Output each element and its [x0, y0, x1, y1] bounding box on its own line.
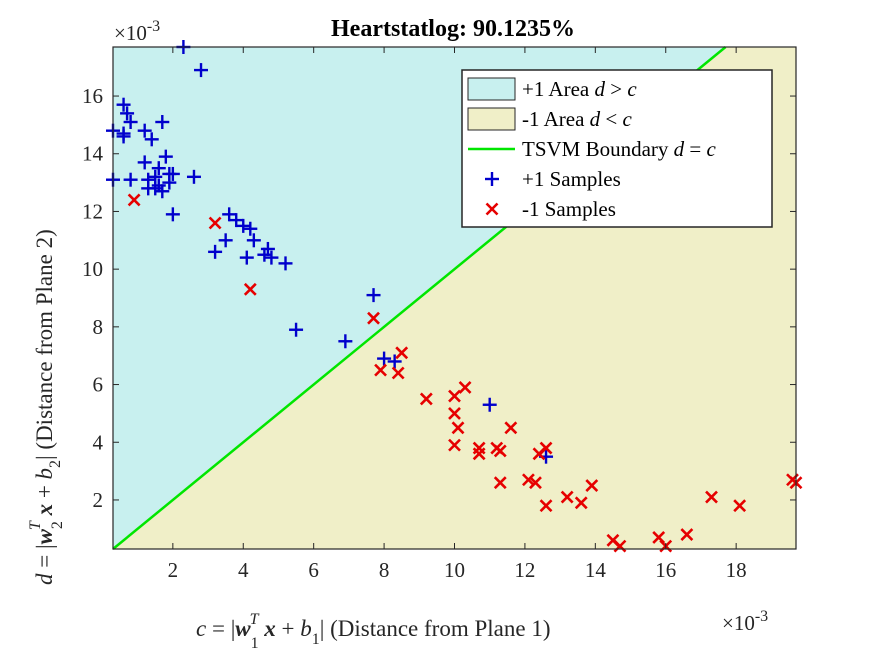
plus-sample-marker — [155, 184, 170, 199]
legend-label: -1 Samples — [522, 197, 616, 221]
minus-sample-marker — [208, 216, 222, 230]
y-axis-multiplier: ×10-3 — [114, 18, 160, 45]
minus-sample-marker — [560, 490, 574, 504]
minus-sample-marker — [493, 476, 507, 490]
plus-sample-marker — [482, 397, 497, 412]
plus-sample-marker — [239, 250, 254, 265]
minus-sample-marker — [448, 389, 461, 403]
plus-sample-marker — [260, 241, 275, 256]
legend-label: TSVM Boundary d = c — [522, 137, 717, 161]
x-tick-label: 14 — [585, 558, 607, 582]
x-tick-label: 12 — [514, 558, 535, 582]
x-tick-label: 16 — [655, 558, 676, 582]
plus-sample-marker — [222, 207, 237, 222]
x-tick-label: 8 — [379, 558, 390, 582]
minus-sample-marker — [472, 447, 486, 461]
minus-sample-marker — [127, 193, 141, 207]
y-tick-label: 16 — [82, 84, 103, 108]
x-axis-multiplier: ×10-3 — [722, 608, 768, 635]
minus-sample-marker — [522, 473, 535, 487]
plus-sample-marker — [116, 129, 131, 144]
minus-sample-marker — [395, 346, 409, 360]
minus-sample-marker — [680, 528, 694, 541]
plus-sample-marker — [236, 218, 251, 233]
x-axis-label: c = |w1T x + b1| (Distance from Plane 1) — [196, 611, 550, 652]
plus-sample-marker — [338, 334, 353, 349]
minus-sample-marker — [539, 499, 553, 513]
legend-cross-marker — [485, 202, 499, 216]
plus-sample-marker — [123, 172, 138, 187]
svg-text:c = |w1T x + b1| (Distance f: c = |w1T x + b1| (Distance from Plane 1) — [196, 611, 550, 652]
plus-sample-marker — [120, 106, 135, 121]
minus-sample-marker — [493, 444, 507, 458]
legend-label: +1 Area d > c — [522, 77, 637, 101]
plus-sample-marker — [377, 351, 392, 366]
y-tick-label: 8 — [93, 315, 104, 339]
plus-sample-marker — [151, 161, 166, 176]
plus-sample-marker — [387, 354, 402, 369]
plus-sample-marker — [165, 207, 180, 222]
axis-ticks: 2 4 6 8 10 12 14 16 18 2 4 6 8 10 12 14 16 — [82, 47, 796, 582]
y-tick-label: 2 — [93, 488, 104, 512]
plus-sample-marker — [123, 115, 138, 130]
y-axis-label: d = |w2T x + b2| (Distance from Plane 2) — [27, 229, 66, 585]
plus-sample-marker — [229, 213, 244, 228]
legend-swatch — [467, 77, 516, 101]
legend-plus-marker — [485, 172, 499, 186]
plus-sample-marker — [278, 256, 293, 271]
plus-sample-marker — [243, 221, 258, 236]
minus-sample-marker — [448, 406, 461, 420]
plus-sample-marker — [186, 169, 201, 184]
minus-sample-marker — [574, 496, 588, 510]
plus-sample-marker — [218, 233, 233, 248]
minus-sample-marker — [448, 438, 461, 452]
minus-sample-marker — [504, 421, 518, 435]
plus-sample-marker — [155, 115, 170, 130]
plus-sample-marker — [116, 97, 131, 112]
minus-sample-marker — [451, 421, 465, 435]
plus-sample-marker — [137, 155, 152, 170]
y-tick-label: 12 — [82, 199, 103, 223]
minus-sample-marker — [539, 441, 553, 455]
minus-sample-marker — [529, 476, 542, 490]
plus-sample-marker — [158, 149, 173, 164]
minus-sample-marker — [374, 363, 387, 377]
y-tick-label: 4 — [93, 430, 104, 454]
plus-sample-marker — [137, 123, 152, 138]
plus-sample-marker — [208, 244, 223, 259]
minus-sample-marker — [391, 366, 405, 380]
x-tick-label: 18 — [726, 558, 747, 582]
plus-sample-marker — [366, 288, 381, 303]
svg-text:d = |w2T x + b2| (Distance f: d = |w2T x + b2| (Distance from Plane 2) — [27, 229, 66, 585]
plus-sample-marker — [144, 132, 159, 147]
minus-sample-marker — [585, 479, 599, 492]
plus-sample-marker — [264, 250, 279, 265]
minus-sample-marker — [733, 499, 747, 513]
x-tick-label: 10 — [444, 558, 465, 582]
minus-sample-marker — [705, 490, 718, 504]
x-tick-label: 2 — [168, 558, 179, 582]
plus-sample-marker — [148, 181, 163, 196]
y-tick-label: 10 — [82, 257, 103, 281]
y-tick-label: 6 — [93, 373, 104, 397]
plus-sample-marker — [246, 233, 261, 248]
plus-sample-marker — [194, 63, 209, 78]
plus-sample-marker — [289, 322, 304, 337]
legend-label: -1 Area d < c — [522, 107, 632, 131]
minus-sample-marker — [367, 311, 380, 325]
x-tick-label: 4 — [238, 558, 249, 582]
minus-sample-marker — [419, 392, 433, 406]
legend-label: +1 Samples — [522, 167, 621, 191]
legend-swatch — [467, 107, 516, 131]
legend: +1 Area d > c -1 Area d < c TSVM Boundary … — [461, 69, 773, 228]
y-tick-label: 14 — [82, 142, 104, 166]
minus-sample-marker — [458, 381, 472, 394]
chart-title: Heartstatlog: 90.1235% — [331, 16, 575, 42]
x-tick-label: 6 — [308, 558, 319, 582]
plus-sample-marker — [162, 175, 177, 190]
minus-sample-marker — [613, 539, 627, 553]
sample-markers — [106, 40, 803, 553]
minus-sample-marker — [243, 282, 257, 296]
